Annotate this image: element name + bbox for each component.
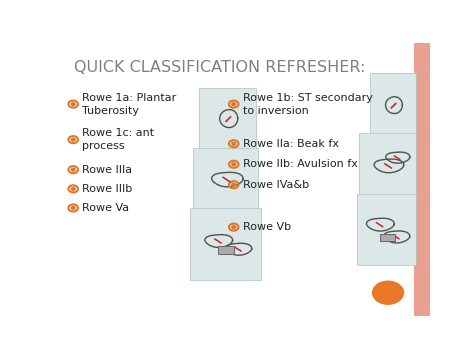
Text: Rowe 1b: ST secondary
to inversion: Rowe 1b: ST secondary to inversion bbox=[243, 93, 373, 115]
Circle shape bbox=[232, 163, 236, 166]
Text: Rowe Vb: Rowe Vb bbox=[243, 222, 291, 232]
Text: Rowe IIa: Beak fx: Rowe IIa: Beak fx bbox=[243, 139, 338, 149]
Text: Rowe Va: Rowe Va bbox=[82, 203, 129, 213]
Circle shape bbox=[71, 103, 75, 105]
Text: Rowe 1c: ant
process: Rowe 1c: ant process bbox=[82, 128, 154, 151]
Text: Rowe 1a: Plantar
Tuberosity: Rowe 1a: Plantar Tuberosity bbox=[82, 93, 176, 115]
FancyBboxPatch shape bbox=[199, 88, 256, 149]
FancyBboxPatch shape bbox=[359, 133, 416, 198]
Text: QUICK CLASSIFICATION REFRESHER:: QUICK CLASSIFICATION REFRESHER: bbox=[74, 60, 365, 75]
Text: Rowe IIb: Avulsion fx: Rowe IIb: Avulsion fx bbox=[243, 159, 357, 169]
Circle shape bbox=[232, 142, 236, 145]
Circle shape bbox=[232, 103, 236, 105]
FancyBboxPatch shape bbox=[193, 148, 258, 211]
Circle shape bbox=[71, 138, 75, 141]
Text: Rowe IVa&b: Rowe IVa&b bbox=[243, 180, 309, 190]
FancyBboxPatch shape bbox=[357, 194, 416, 266]
Circle shape bbox=[232, 183, 236, 186]
Circle shape bbox=[232, 226, 236, 229]
Circle shape bbox=[71, 187, 75, 190]
FancyBboxPatch shape bbox=[380, 234, 395, 241]
Text: Rowe IIIb: Rowe IIIb bbox=[82, 184, 132, 194]
Text: Rowe IIIa: Rowe IIIa bbox=[82, 165, 132, 175]
FancyBboxPatch shape bbox=[190, 208, 261, 280]
Circle shape bbox=[71, 207, 75, 209]
FancyBboxPatch shape bbox=[219, 246, 235, 253]
Circle shape bbox=[71, 168, 75, 171]
FancyBboxPatch shape bbox=[414, 43, 430, 316]
FancyBboxPatch shape bbox=[370, 73, 416, 137]
Circle shape bbox=[373, 281, 403, 304]
